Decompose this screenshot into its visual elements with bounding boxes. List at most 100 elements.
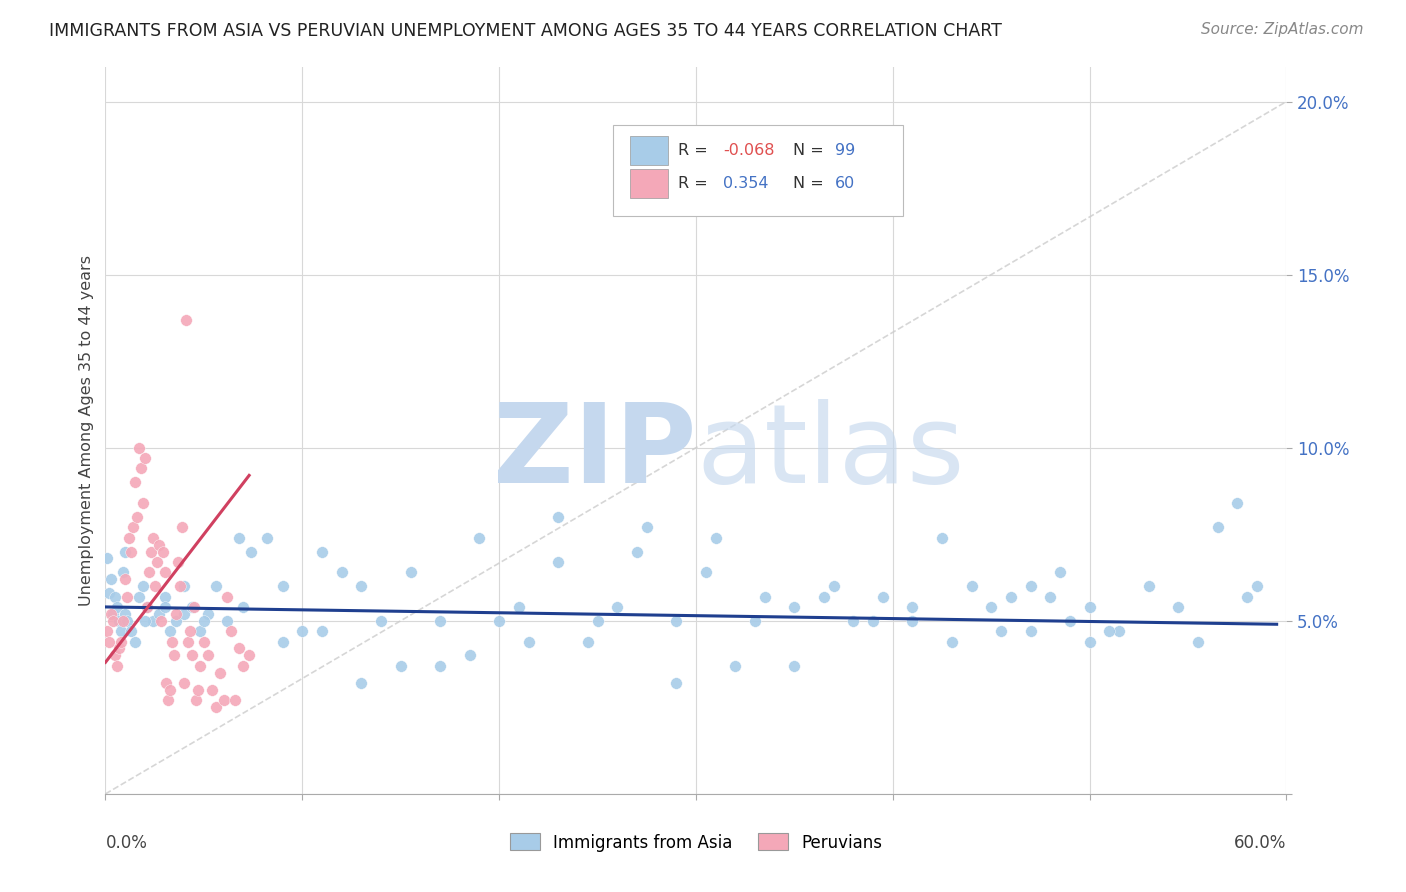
Point — [217, 590, 239, 604]
Point — [754, 590, 776, 604]
Point — [159, 624, 181, 639]
Point — [145, 555, 167, 569]
Text: N =: N = — [793, 176, 828, 191]
Point — [429, 658, 451, 673]
Point — [128, 590, 150, 604]
Point — [148, 538, 170, 552]
Point — [142, 531, 165, 545]
Point — [1000, 590, 1022, 604]
Point — [1078, 634, 1101, 648]
Point — [122, 520, 145, 534]
Point — [626, 544, 648, 558]
Point — [232, 658, 254, 673]
Point — [980, 599, 1002, 614]
Point — [142, 614, 165, 628]
Point — [370, 614, 392, 628]
Text: 60.0%: 60.0% — [1234, 834, 1286, 852]
Point — [458, 648, 481, 663]
Point — [173, 676, 195, 690]
Point — [517, 634, 540, 648]
Point — [389, 658, 412, 673]
Point — [132, 496, 155, 510]
Point — [181, 648, 204, 663]
Point — [188, 624, 211, 639]
Point — [508, 599, 530, 614]
Point — [152, 544, 174, 558]
Point — [1019, 624, 1042, 639]
Point — [1059, 614, 1081, 628]
Point — [157, 693, 180, 707]
Point — [188, 658, 211, 673]
Point — [1078, 599, 1101, 614]
Point — [103, 614, 125, 628]
Point — [744, 614, 766, 628]
Y-axis label: Unemployment Among Ages 35 to 44 years: Unemployment Among Ages 35 to 44 years — [79, 255, 94, 606]
Text: R =: R = — [678, 176, 713, 191]
Point — [576, 634, 599, 648]
Point — [149, 614, 172, 628]
Point — [217, 614, 239, 628]
Point — [429, 614, 451, 628]
Point — [586, 614, 609, 628]
Point — [468, 531, 491, 545]
Point — [271, 579, 294, 593]
Point — [193, 634, 215, 648]
Point — [163, 648, 186, 663]
Point — [98, 634, 121, 648]
Point — [159, 683, 181, 698]
Point — [311, 544, 333, 558]
Point — [105, 599, 128, 614]
Point — [153, 590, 176, 604]
Point — [1049, 566, 1071, 580]
Point — [862, 614, 884, 628]
Point — [256, 531, 278, 545]
Point — [104, 590, 127, 604]
Point — [165, 614, 187, 628]
Point — [128, 441, 150, 455]
Point — [143, 579, 166, 593]
FancyBboxPatch shape — [630, 169, 668, 198]
Text: 0.0%: 0.0% — [105, 834, 148, 852]
Point — [823, 579, 845, 593]
Point — [197, 648, 219, 663]
Text: ZIP: ZIP — [492, 399, 696, 506]
Point — [1108, 624, 1130, 639]
Point — [167, 555, 190, 569]
Point — [931, 531, 953, 545]
Point — [110, 634, 132, 648]
Text: atlas: atlas — [696, 399, 965, 506]
Point — [129, 461, 152, 475]
Point — [115, 590, 138, 604]
Text: 99: 99 — [835, 143, 856, 158]
Point — [114, 607, 136, 621]
FancyBboxPatch shape — [613, 125, 903, 216]
Point — [114, 544, 136, 558]
Point — [960, 579, 983, 593]
Point — [224, 693, 246, 707]
Point — [155, 676, 177, 690]
Point — [110, 624, 132, 639]
Point — [120, 624, 142, 639]
Point — [104, 648, 127, 663]
Point — [124, 634, 146, 648]
Point — [96, 624, 118, 639]
Point — [204, 700, 226, 714]
Point — [177, 634, 200, 648]
Point — [183, 599, 205, 614]
Point — [238, 648, 260, 663]
Point — [1236, 590, 1258, 604]
Point — [148, 607, 170, 621]
Point — [179, 624, 201, 639]
Point — [547, 510, 569, 524]
Point — [114, 572, 136, 586]
Text: R =: R = — [678, 143, 713, 158]
Point — [636, 520, 658, 534]
Point — [311, 624, 333, 639]
Point — [842, 614, 865, 628]
Point — [1039, 590, 1062, 604]
Point — [115, 614, 138, 628]
Point — [153, 566, 176, 580]
Point — [98, 586, 121, 600]
Point — [547, 555, 569, 569]
Point — [96, 551, 118, 566]
